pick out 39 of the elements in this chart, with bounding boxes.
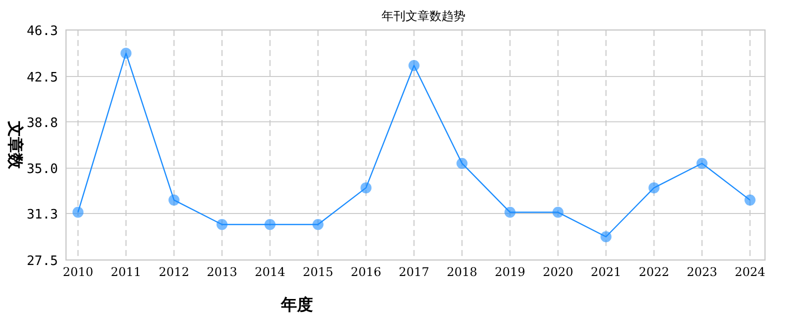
x-tick-label: 2023 — [686, 265, 718, 279]
y-tick-label: 38.8 — [26, 116, 58, 131]
x-tick-label: 2022 — [638, 265, 670, 279]
point — [264, 219, 276, 230]
point — [456, 158, 468, 169]
x-tick-label: 2015 — [302, 265, 334, 279]
point — [504, 206, 516, 218]
point — [120, 48, 132, 59]
x-tick-label: 2024 — [734, 265, 766, 279]
x-tick-label: 2016 — [350, 265, 382, 279]
point — [552, 206, 564, 218]
x-tick-label: 2017 — [398, 265, 430, 279]
y-tick-label: 27.5 — [26, 254, 58, 269]
x-axis-title: 年度 — [280, 295, 313, 314]
point — [216, 219, 228, 230]
x-tick-label: 2019 — [494, 265, 526, 279]
point — [648, 182, 660, 194]
x-tick-label: 2021 — [590, 265, 622, 279]
y-axis-title: 文章数 — [6, 120, 25, 170]
point — [696, 158, 708, 169]
x-tick-label: 2018 — [446, 265, 478, 279]
y-tick-label: 35.0 — [26, 162, 58, 178]
point — [360, 182, 372, 194]
y-tick-label: 31.3 — [26, 208, 58, 223]
point — [408, 60, 420, 71]
chart-title: 年刊文章数趋势 — [382, 9, 466, 23]
point — [72, 206, 84, 218]
x-tick-label: 2011 — [110, 265, 142, 279]
point — [600, 231, 612, 242]
point — [744, 194, 756, 206]
x-tick-label: 2012 — [158, 265, 190, 279]
point — [312, 219, 324, 230]
x-tick-label: 2014 — [254, 265, 286, 279]
x-tick-label: 2020 — [542, 265, 574, 279]
x-tick-label: 2013 — [206, 265, 238, 279]
point — [168, 194, 180, 206]
y-tick-label: 42.5 — [26, 70, 58, 86]
x-tick-label: 2010 — [62, 265, 94, 279]
y-tick-label: 46.3 — [26, 24, 58, 39]
